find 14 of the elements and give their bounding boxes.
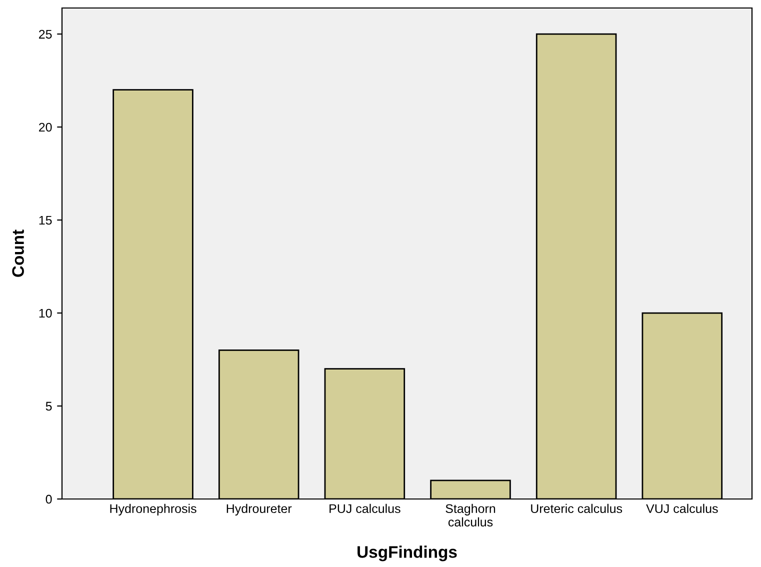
x-tick-label: PUJ calculus: [330, 504, 400, 514]
x-tick-label: VUJ calculus: [646, 504, 718, 514]
x-tick-label: Hydronephrosis: [110, 504, 196, 516]
y-tick-label: 15: [39, 216, 52, 225]
y-tick-label: 5: [46, 402, 52, 411]
x-axis-title: UsgFindings: [358, 546, 457, 562]
x-tick-label: Hydroureter: [226, 504, 292, 516]
y-tick-label: 20: [39, 122, 52, 132]
y-tick-label: 0: [46, 494, 52, 504]
y-axis-title: Count: [12, 230, 24, 277]
y-tick-label: 10: [39, 308, 52, 318]
y-tick-label: 25: [39, 30, 52, 39]
x-tick-label: Staghorn calculus: [446, 504, 496, 527]
x-tick-label: Ureteric calculus: [531, 504, 622, 514]
